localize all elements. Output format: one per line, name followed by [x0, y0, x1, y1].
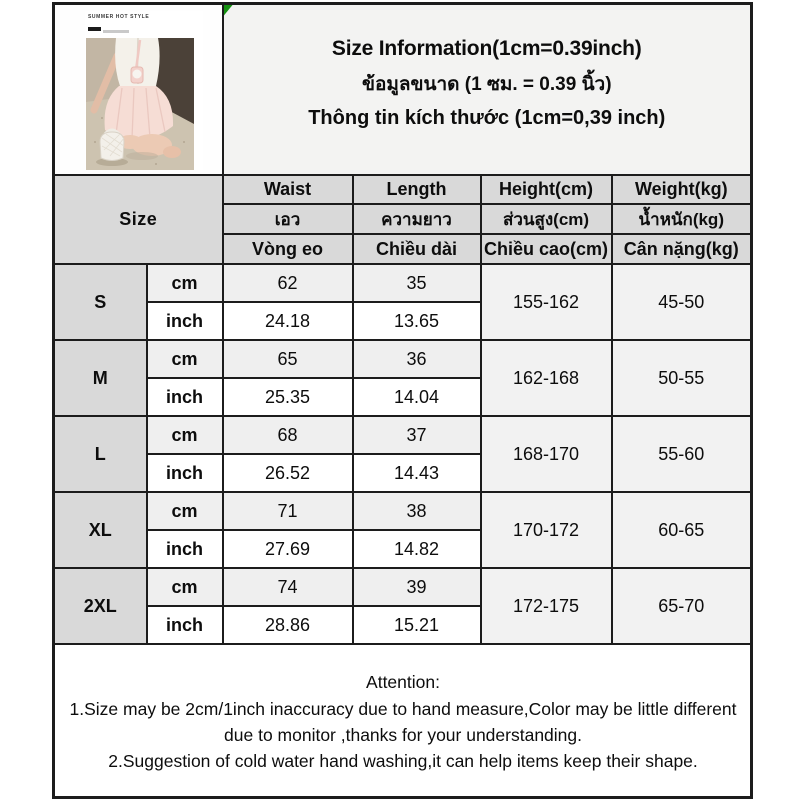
- col-header-height-th: ส่วนสูง(cm): [479, 203, 613, 235]
- size-label-xl: XL: [52, 491, 148, 569]
- row-xl-inch: inch 27.69 14.82: [54, 529, 752, 569]
- xl-length-inch: 14.82: [351, 529, 482, 569]
- col-header-waist-vi: Vòng eo: [221, 233, 354, 265]
- s-waist-cm: 62: [221, 263, 354, 303]
- s-waist-inch: 24.18: [221, 301, 354, 341]
- l-waist-inch: 26.52: [221, 453, 354, 493]
- xl-length-cm: 38: [351, 491, 482, 531]
- m-weight-range: 50-55: [610, 339, 753, 417]
- col-header-weight-en: Weight(kg): [610, 174, 753, 205]
- row-s-inch: inch 24.18 13.65: [54, 301, 752, 341]
- m-waist-inch: 25.35: [221, 377, 354, 417]
- unit-label-inch: inch: [145, 453, 224, 493]
- m-waist-cm: 65: [221, 339, 354, 379]
- header-row: SUMMER HOT STYLE: [52, 2, 753, 176]
- s-weight-range: 45-50: [610, 263, 753, 341]
- title-stack: Size Information(1cm=0.39inch) ข้อมูลขนา…: [225, 37, 750, 142]
- 2xl-weight-range: 65-70: [610, 567, 753, 645]
- col-header-length-th: ความยาว: [351, 203, 482, 235]
- 2xl-length-inch: 15.21: [351, 605, 482, 645]
- row-l-cm: L cm 68 37 168-170 55-60: [52, 415, 753, 493]
- photo-brand-chip: [88, 27, 101, 31]
- m-height-range: 162-168: [479, 339, 613, 417]
- col-header-waist-en: Waist: [221, 174, 354, 205]
- title-thai: ข้อมูลขนาด (1 ซม. = 0.39 นิ้ว): [361, 74, 612, 95]
- row-m-cm: M cm 65 36 162-168 50-55: [52, 339, 753, 417]
- product-photo-card: SUMMER HOT STYLE: [85, 11, 203, 170]
- attention-item-1: 1.Size may be 2cm/1inch inaccuracy due t…: [69, 698, 737, 745]
- m-length-cm: 36: [351, 339, 482, 379]
- attention-item-2: 2.Suggestion of cold water hand washing,…: [108, 751, 698, 771]
- size-table: SUMMER HOT STYLE: [52, 2, 754, 799]
- s-length-inch: 13.65: [351, 301, 482, 341]
- unit-label-cm: cm: [145, 567, 224, 607]
- col-header-length-vi: Chiều dài: [351, 233, 482, 265]
- l-length-cm: 37: [351, 415, 482, 455]
- column-header-row-english: Size Waist Length Height(cm) Weight(kg): [52, 174, 753, 265]
- unit-label-inch: inch: [145, 301, 224, 341]
- col-header-length-en: Length: [351, 174, 482, 205]
- unit-label-inch: inch: [145, 529, 224, 569]
- product-photo-cell: SUMMER HOT STYLE: [52, 2, 224, 176]
- unit-label-inch: inch: [145, 377, 224, 417]
- model-photo-illustration: [86, 38, 194, 170]
- title-vietnamese: Thông tin kích thước (1cm=0,39 inch): [308, 107, 666, 129]
- row-xl-cm: XL cm 71 38 170-172 60-65: [52, 491, 753, 569]
- column-header-row-vietnamese: Vòng eo Chiều dài Chiều cao(cm) Cân nặng…: [54, 233, 753, 265]
- l-height-range: 168-170: [479, 415, 613, 493]
- column-header-row-thai: เอว ความยาว ส่วนสูง(cm) น้ำหนัก(kg): [54, 203, 753, 235]
- size-header: Size: [52, 174, 224, 265]
- 2xl-waist-cm: 74: [221, 567, 354, 607]
- photo-brand-subline: [103, 30, 129, 33]
- row-l-inch: inch 26.52 14.43: [54, 453, 752, 493]
- size-info-title-cell: Size Information(1cm=0.39inch) ข้อมูลขนา…: [221, 2, 753, 176]
- size-chart-sheet: SUMMER HOT STYLE: [52, 2, 754, 799]
- size-label-2xl: 2XL: [52, 567, 148, 645]
- 2xl-waist-inch: 28.86: [221, 605, 354, 645]
- row-m-inch: inch 25.35 14.04: [54, 377, 752, 417]
- s-height-range: 155-162: [479, 263, 613, 341]
- xl-waist-cm: 71: [221, 491, 354, 531]
- title-english: Size Information(1cm=0.39inch): [331, 37, 642, 60]
- green-corner-marker-icon: [224, 5, 233, 16]
- photo-brand-text: SUMMER HOT STYLE: [88, 14, 150, 20]
- unit-label-inch: inch: [145, 605, 224, 645]
- xl-height-range: 170-172: [479, 491, 613, 569]
- unit-label-cm: cm: [145, 491, 224, 531]
- l-weight-range: 55-60: [610, 415, 753, 493]
- unit-label-cm: cm: [145, 415, 224, 455]
- xl-waist-inch: 27.69: [221, 529, 354, 569]
- xl-weight-range: 60-65: [610, 491, 753, 569]
- s-length-cm: 35: [351, 263, 482, 303]
- row-2xl-inch: inch 28.86 15.21: [54, 605, 752, 645]
- row-s-cm: S cm 62 35 155-162 45-50: [52, 263, 753, 341]
- l-waist-cm: 68: [221, 415, 354, 455]
- size-label-s: S: [52, 263, 148, 341]
- 2xl-height-range: 172-175: [479, 567, 613, 645]
- unit-label-cm: cm: [145, 339, 224, 379]
- m-length-inch: 14.04: [351, 377, 482, 417]
- 2xl-length-cm: 39: [351, 567, 482, 607]
- col-header-weight-vi: Cân nặng(kg): [610, 233, 753, 265]
- attention-row: Attention: 1.Size may be 2cm/1inch inacc…: [52, 643, 753, 798]
- col-header-height-en: Height(cm): [479, 174, 613, 205]
- size-label-m: M: [52, 339, 148, 417]
- size-label-l: L: [52, 415, 148, 493]
- col-header-weight-th: น้ำหนัก(kg): [610, 203, 753, 235]
- row-2xl-cm: 2XL cm 74 39 172-175 65-70: [52, 567, 753, 645]
- unit-label-cm: cm: [145, 263, 224, 303]
- attention-title: Attention:: [366, 672, 440, 693]
- col-header-waist-th: เอว: [221, 203, 354, 235]
- l-length-inch: 14.43: [351, 453, 482, 493]
- col-header-height-vi: Chiều cao(cm): [479, 233, 613, 265]
- attention-cell: Attention: 1.Size may be 2cm/1inch inacc…: [52, 643, 753, 798]
